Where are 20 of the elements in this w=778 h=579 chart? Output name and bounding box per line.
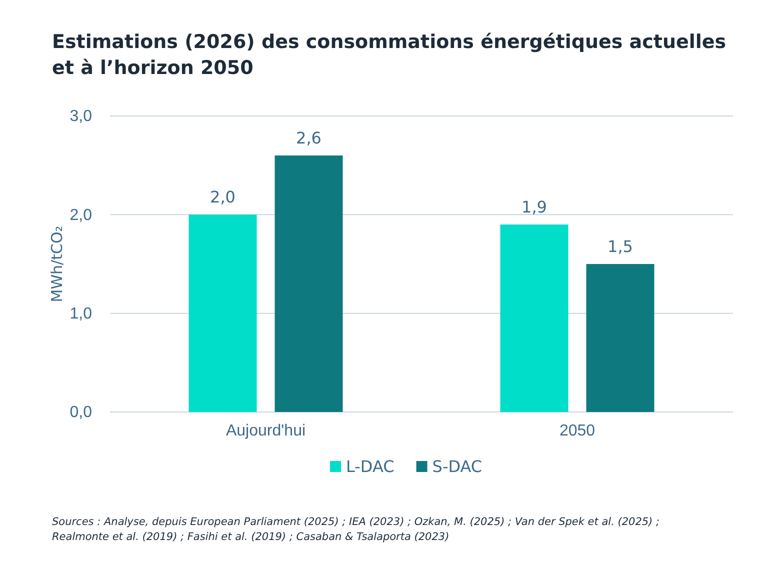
bar bbox=[274, 155, 343, 412]
y-tick-label: 1,0 bbox=[70, 305, 92, 322]
x-tick-label: 2050 bbox=[559, 422, 596, 440]
x-tick-label: Aujourd'hui bbox=[226, 422, 306, 440]
data-label: 1,5 bbox=[608, 237, 633, 256]
data-label: 2,0 bbox=[210, 188, 236, 207]
bar bbox=[188, 214, 257, 412]
legend-label: S-DAC bbox=[432, 457, 482, 476]
y-tick-label: 2,0 bbox=[70, 206, 92, 224]
bar bbox=[586, 264, 654, 412]
y-axis-title: MWh/tCO₂ bbox=[48, 226, 66, 302]
y-tick-label: 3,0 bbox=[70, 108, 92, 126]
text: Realmonte et al. (2019) ; Fasihi et al. (2019) ; Casaban & Tsalaporta (2023) bbox=[52, 531, 450, 543]
bar bbox=[500, 224, 568, 412]
data-label: 2,6 bbox=[296, 128, 322, 148]
source-note: Sources : Analyse, depuis European Parliament (2025) ; IEA (2023) ; Ozkan, M. (2025) ; Van der Spek et al. (2025) ; bbox=[52, 516, 660, 528]
chart-title: Estimations (2026) des consommations énergétiques actuelles et à l’horizon 2050 bbox=[52, 31, 726, 79]
legend-label: L-DAC bbox=[346, 457, 394, 476]
data-label: 1,9 bbox=[522, 198, 547, 217]
y-tick-label: 0,0 bbox=[70, 404, 92, 422]
